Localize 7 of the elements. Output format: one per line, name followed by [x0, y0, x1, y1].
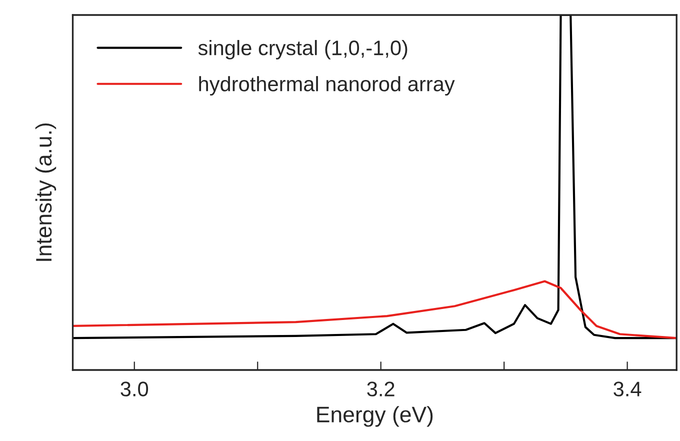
legend-label: single crystal (1,0,-1,0)	[198, 40, 408, 60]
x-tick-label: 3.2	[367, 382, 394, 396]
legend-label: hydrothermal nanorod array	[199, 76, 455, 96]
y-axis-title: Intensity (a.u.)	[35, 123, 56, 261]
x-tick-label: 3.4	[614, 382, 642, 396]
x-tick-label: 3.0	[120, 382, 148, 396]
x-axis-title: Energy (eV)	[317, 406, 433, 427]
